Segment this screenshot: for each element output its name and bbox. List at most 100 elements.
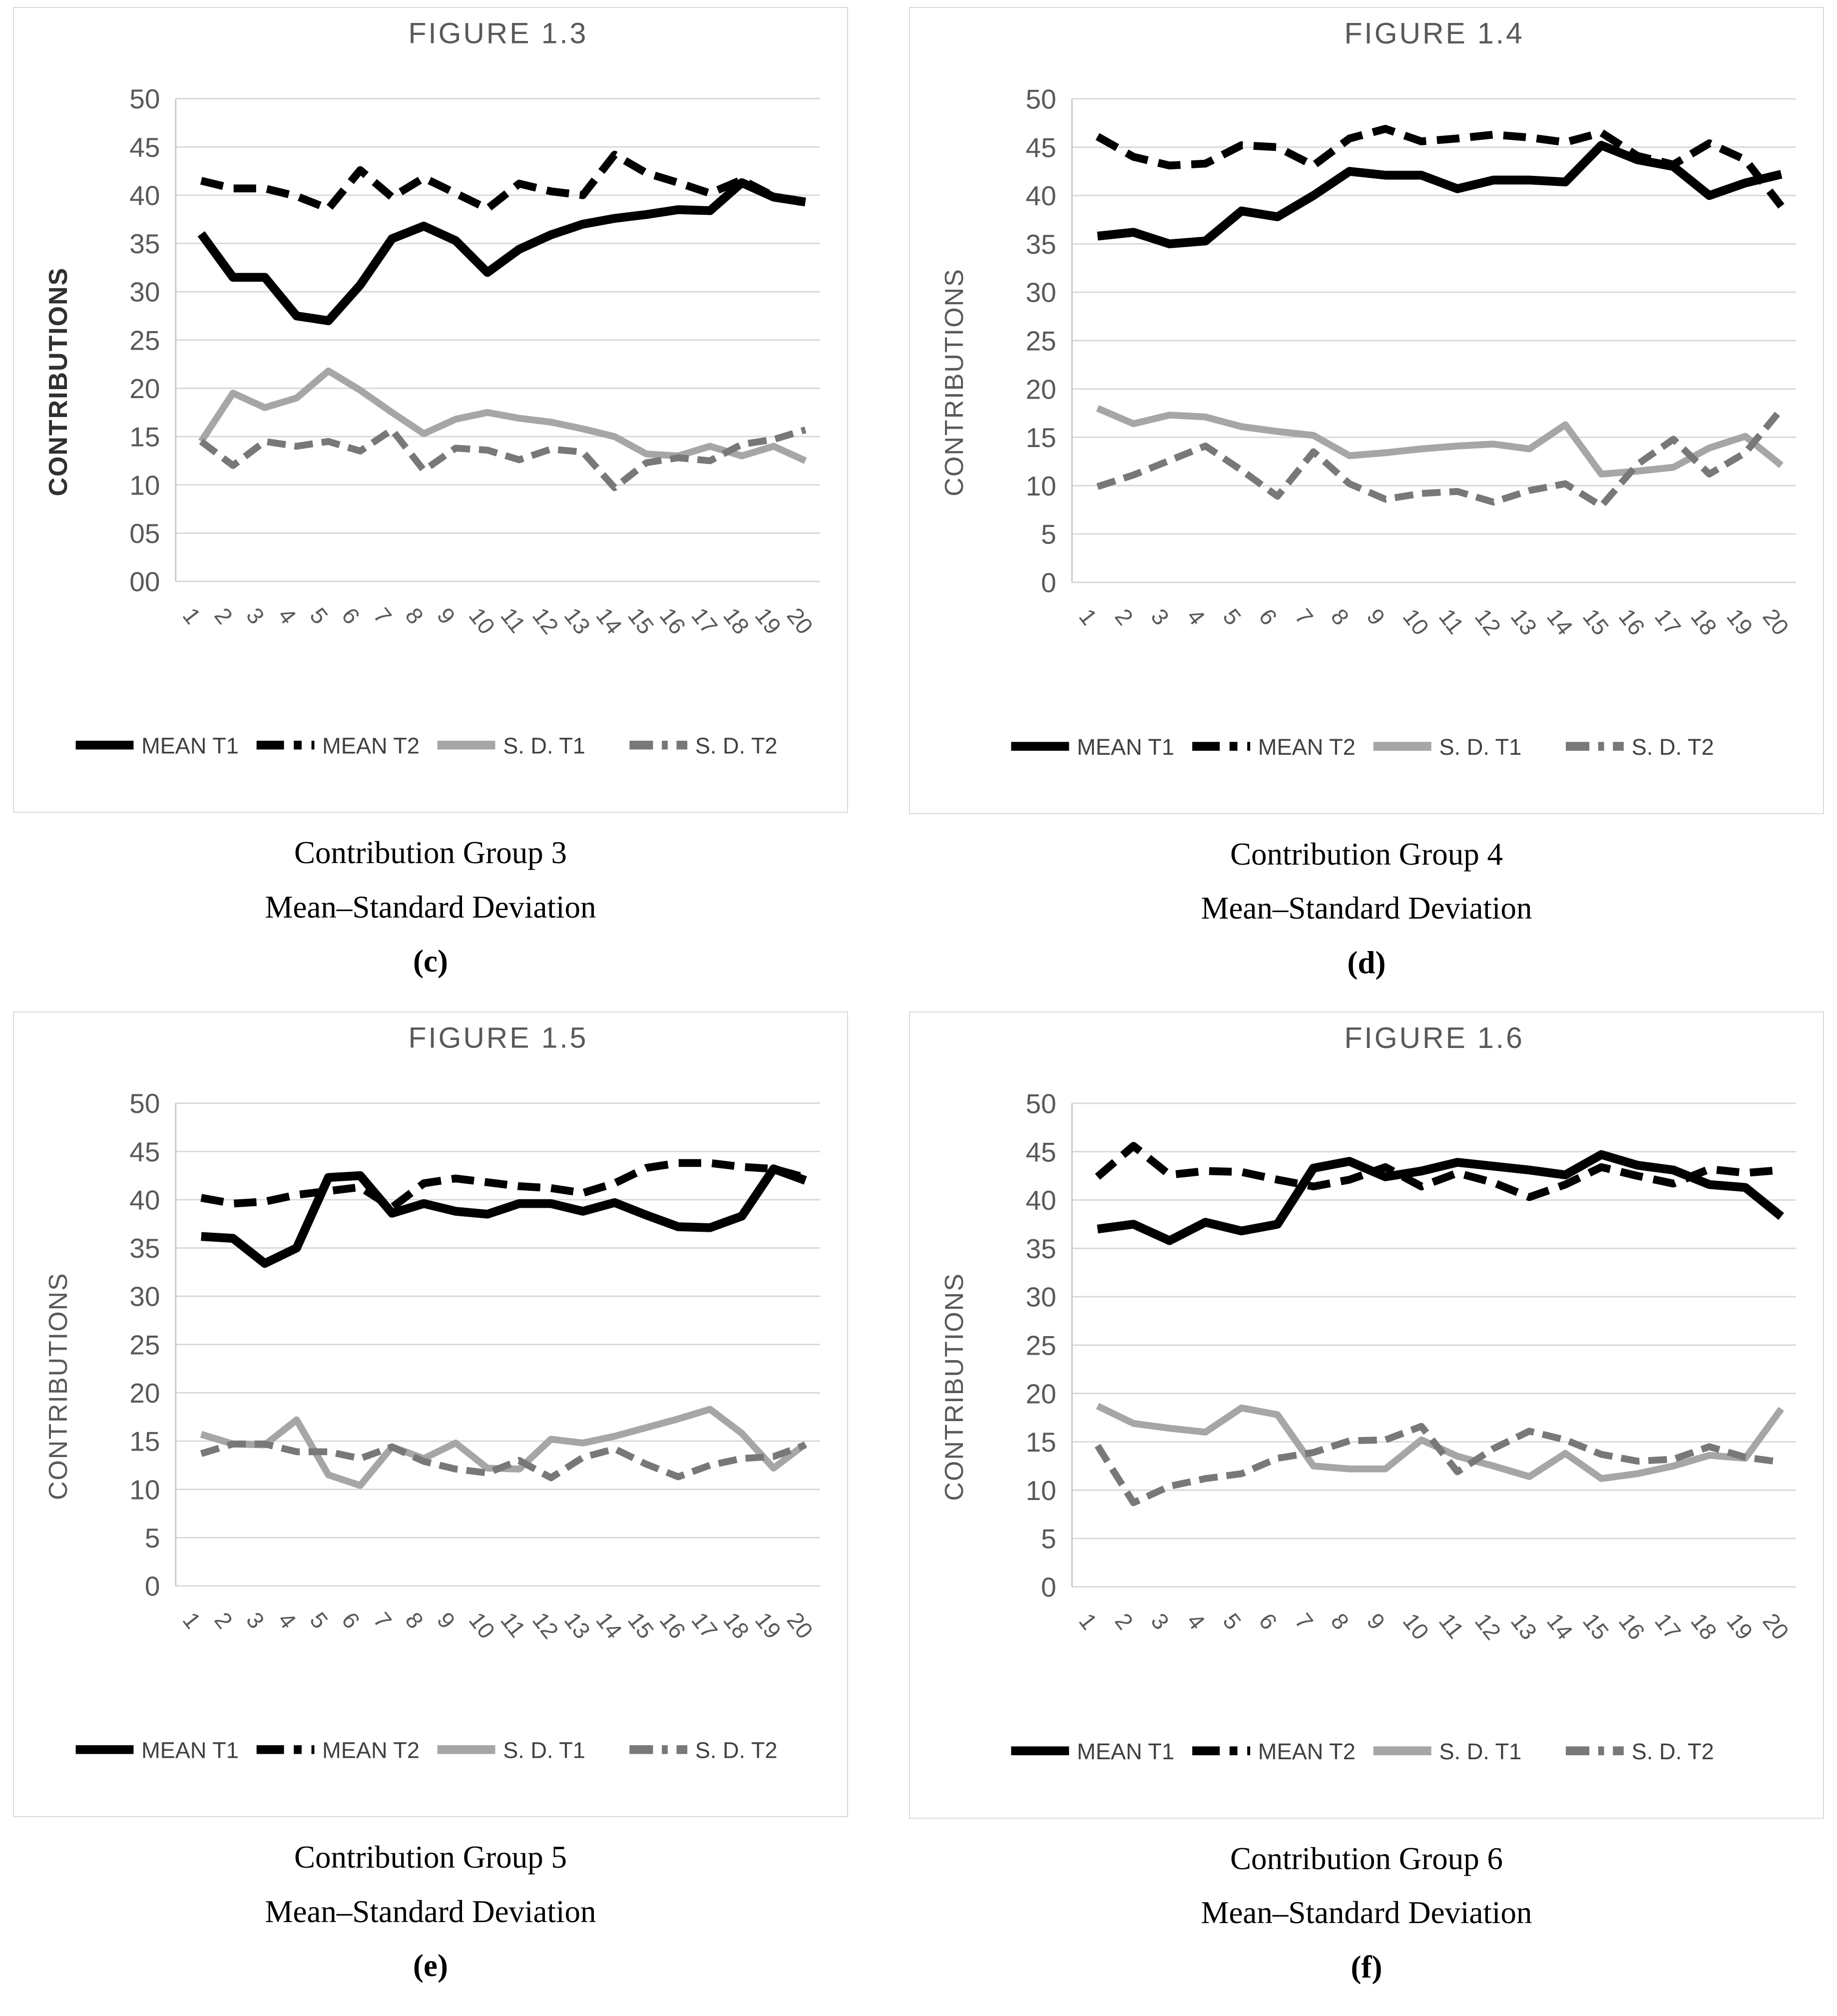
svg-text:3: 3 [241,1607,270,1633]
svg-text:45: 45 [129,1136,160,1167]
svg-text:3: 3 [241,603,270,629]
svg-text:0: 0 [145,1571,160,1602]
svg-text:5: 5 [1218,1608,1246,1634]
svg-text:15: 15 [1026,422,1056,453]
svg-text:11: 11 [1434,604,1469,639]
svg-text:50: 50 [1026,83,1056,114]
svg-text:10: 10 [1398,1608,1434,1644]
svg-text:40: 40 [129,180,160,211]
svg-text:13: 13 [559,603,596,639]
svg-text:25: 25 [129,1329,160,1360]
svg-text:10: 10 [1398,604,1434,640]
svg-text:15: 15 [623,1607,659,1643]
svg-text:18: 18 [718,1607,755,1643]
svg-text:14: 14 [591,603,627,639]
svg-text:FIGURE 1.5: FIGURE 1.5 [409,1022,588,1054]
svg-text:11: 11 [495,1607,530,1642]
svg-text:4: 4 [1182,604,1210,630]
caption-subtitle: Mean–Standard Deviation [265,889,596,925]
caption-letter: (d) [1347,945,1386,980]
svg-text:25: 25 [129,325,160,356]
svg-text:10: 10 [129,1474,160,1505]
caption-subtitle: Mean–Standard Deviation [1201,1895,1532,1931]
svg-text:13: 13 [559,1607,596,1643]
svg-text:15: 15 [1578,1608,1614,1644]
svg-text:30: 30 [1026,1282,1056,1313]
svg-text:15: 15 [1026,1427,1056,1458]
svg-text:45: 45 [1026,132,1056,163]
svg-text:15: 15 [129,1426,160,1457]
svg-text:20: 20 [1026,374,1056,405]
svg-text:45: 45 [1026,1136,1056,1167]
svg-text:MEAN T1: MEAN T1 [141,1737,239,1763]
svg-text:8: 8 [400,603,429,629]
chart-canvas-1-4: FIGURE 1.4CONTRIBUTIONS50454035302520151… [940,17,1796,760]
svg-text:19: 19 [750,1607,787,1643]
svg-text:CONTRIBUTIONS: CONTRIBUTIONS [940,268,969,497]
svg-text:S. D. T2: S. D. T2 [695,733,778,758]
svg-text:15: 15 [1578,604,1614,640]
caption-letter: (f) [1351,1949,1382,1985]
svg-text:05: 05 [129,518,160,549]
svg-text:9: 9 [432,1607,460,1633]
svg-text:20: 20 [1026,1378,1056,1409]
svg-text:17: 17 [1650,1608,1686,1644]
svg-text:35: 35 [129,1233,160,1264]
figure-caption-c: Contribution Group 3 Mean–Standard Devia… [13,813,848,1010]
svg-text:2: 2 [209,603,238,629]
caption-subtitle: Mean–Standard Deviation [1201,891,1532,926]
svg-text:3: 3 [1146,604,1174,630]
caption-letter: (e) [413,1948,448,1984]
svg-text:6: 6 [1254,604,1283,630]
svg-text:10: 10 [464,603,500,639]
svg-text:CONTRIBUTIONS: CONTRIBUTIONS [940,1273,969,1501]
caption-group: Contribution Group 5 [294,1840,567,1875]
svg-text:20: 20 [129,1378,160,1409]
svg-text:3: 3 [1146,1608,1174,1634]
svg-text:MEAN T1: MEAN T1 [141,733,239,758]
svg-text:10: 10 [464,1607,500,1643]
svg-text:18: 18 [1686,1608,1722,1644]
svg-text:14: 14 [1542,1608,1578,1644]
figure-cell-f: FIGURE 1.6 CONTRIBUTIONS 50 45 40 35 30 25 20 15 1… [909,1011,1824,2016]
svg-text:S. D. T1: S. D. T1 [503,1737,585,1763]
svg-text:25: 25 [1026,325,1056,356]
caption-group: Contribution Group 4 [1230,836,1503,872]
svg-text:FIGURE 1.4: FIGURE 1.4 [1344,17,1524,50]
chart-canvas-1-3: FIGURE 1.3CONTRIBUTIONS50454035302520151… [44,17,821,758]
svg-text:5: 5 [305,603,333,629]
svg-text:40: 40 [1026,180,1056,211]
svg-text:35: 35 [1026,1233,1056,1264]
svg-text:7: 7 [1290,1608,1319,1634]
svg-text:00: 00 [129,566,160,597]
figure-cell-e: FIGURE 1.5 CONTRIBUTIONS 50 45 40 35 30 25 20 15 1… [13,1011,848,2016]
svg-text:20: 20 [129,373,160,404]
svg-text:14: 14 [1542,604,1578,640]
svg-text:MEAN T1: MEAN T1 [1077,734,1174,760]
caption-subtitle: Mean–Standard Deviation [265,1894,596,1929]
svg-text:35: 35 [129,228,160,259]
svg-text:10: 10 [129,470,160,501]
figure-caption-e: Contribution Group 5 Mean–Standard Devia… [13,1817,848,2015]
svg-text:50: 50 [129,83,160,114]
caption-group: Contribution Group 3 [294,835,567,871]
svg-text:30: 30 [129,1281,160,1312]
svg-text:2: 2 [1110,604,1138,630]
svg-text:10: 10 [1026,471,1056,502]
svg-text:FIGURE 1.3: FIGURE 1.3 [409,17,588,50]
svg-text:9: 9 [1362,604,1390,630]
svg-text:6: 6 [337,603,365,629]
chart-canvas-1-5: FIGURE 1.5CONTRIBUTIONS50454035302520151… [44,1022,821,1763]
svg-text:9: 9 [1362,1608,1390,1634]
svg-text:19: 19 [1722,1608,1758,1644]
figure-panel-1-6: FIGURE 1.6 CONTRIBUTIONS 50 45 40 35 30 25 20 15 1… [909,1011,1824,1819]
svg-text:4: 4 [273,603,302,629]
svg-text:S. D. T2: S. D. T2 [1632,1739,1714,1764]
svg-text:S. D. T2: S. D. T2 [1632,734,1714,760]
svg-text:8: 8 [400,1607,429,1633]
svg-text:30: 30 [1026,277,1056,308]
svg-text:6: 6 [337,1607,365,1633]
svg-text:20: 20 [782,1607,818,1643]
svg-text:17: 17 [686,603,723,639]
figure-caption-f: Contribution Group 6 Mean–Standard Devia… [909,1819,1824,2016]
